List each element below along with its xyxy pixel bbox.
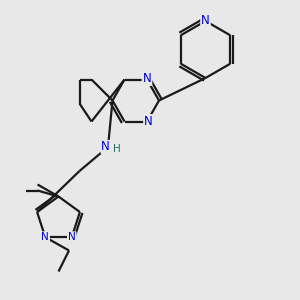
Text: N: N	[101, 140, 110, 154]
Text: N: N	[144, 115, 153, 128]
Text: N: N	[201, 14, 210, 28]
Text: N: N	[68, 232, 76, 242]
Text: N: N	[142, 72, 152, 85]
Text: N: N	[41, 232, 49, 242]
Text: H: H	[112, 143, 120, 154]
